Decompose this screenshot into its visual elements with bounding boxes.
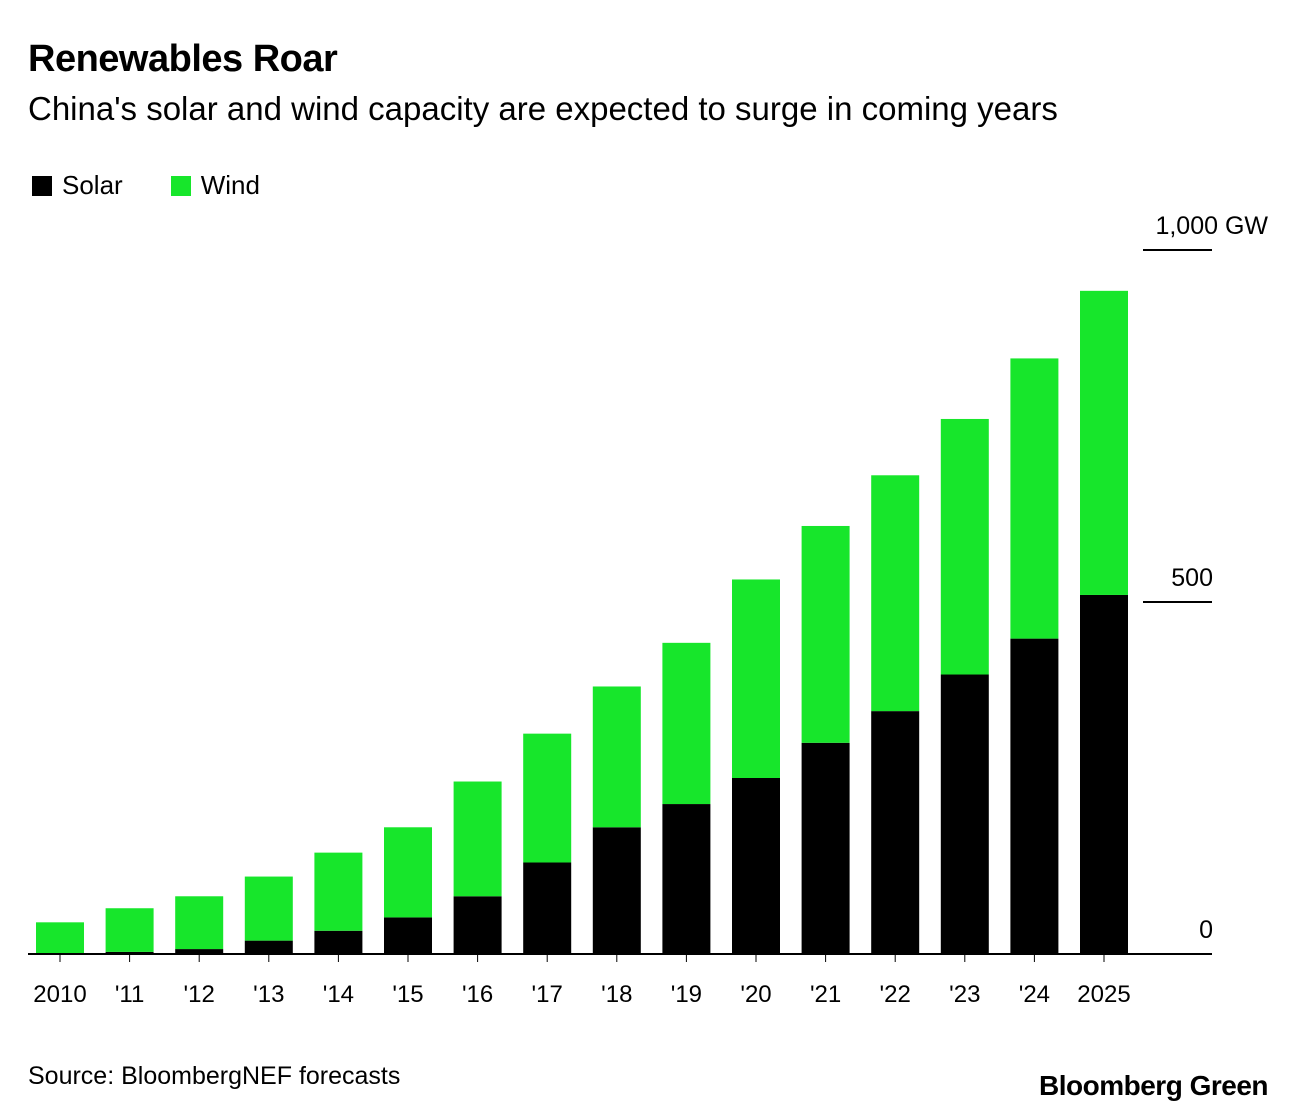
x-tick-label-4: '14: [323, 981, 354, 1008]
bar-solar-12: [871, 711, 920, 954]
bar-wind-14: [1010, 358, 1059, 639]
y-tick-label-0: 1,000 GW: [1155, 212, 1268, 240]
y-tick-label-2: 0: [1199, 916, 1213, 944]
bar-wind-2: [175, 896, 224, 950]
bar-wind-4: [314, 852, 363, 931]
bar-wind-11: [801, 525, 850, 743]
bar-wind-5: [384, 827, 432, 918]
bar-solar-4: [314, 930, 363, 954]
x-tick-label-7: '17: [532, 981, 563, 1008]
bar-solar-14: [1010, 638, 1059, 954]
bar-solar-8: [592, 827, 641, 954]
x-tick-label-13: '23: [949, 981, 980, 1008]
legend-label-solar: Solar: [62, 170, 123, 200]
bar-solar-6: [453, 896, 502, 954]
bar-solar-10: [732, 778, 780, 954]
legend: Solar Wind: [32, 170, 308, 201]
bar-wind-10: [732, 579, 780, 778]
bar-solar-15: [1080, 594, 1128, 954]
bar-solar-13: [940, 674, 989, 954]
legend-item-solar: Solar: [32, 170, 123, 201]
y-tick-label-1: 500: [1171, 564, 1213, 592]
stacked-bar-chart: 2010 '11 '12 '13 '14 '15 '16 '17 '18 '19 '20 '21 '22…: [28, 212, 1268, 1008]
bar-solar-3: [244, 940, 293, 954]
bar-wind-0: [36, 922, 84, 954]
legend-label-wind: Wind: [200, 170, 260, 200]
x-tick-label-10: '20: [740, 981, 771, 1008]
bar-wind-3: [244, 876, 293, 941]
bar-wind-13: [940, 418, 989, 675]
x-tick-label-0: 2010: [33, 981, 86, 1008]
x-tick-label-3: '13: [253, 981, 284, 1008]
legend-swatch-wind: [170, 175, 191, 196]
x-tick-label-15: 2025: [1077, 981, 1130, 1008]
x-tick-label-11: '21: [810, 981, 841, 1008]
brand-logo: Bloomberg Green: [1039, 1070, 1268, 1101]
bar-wind-9: [662, 642, 711, 805]
x-tick-label-12: '22: [880, 981, 911, 1008]
x-tick-label-2: '12: [184, 981, 215, 1008]
bar-wind-15: [1080, 290, 1128, 595]
chart-subtitle: China's solar and wind capacity are expe…: [28, 90, 1058, 127]
bar-solar-1: [105, 951, 154, 954]
bar-wind-12: [871, 475, 920, 712]
bar-wind-6: [453, 781, 502, 897]
bar-wind-8: [592, 686, 641, 828]
bar-solar-9: [662, 804, 711, 954]
bar-solar-11: [801, 742, 850, 954]
x-tick-label-8: '18: [601, 981, 632, 1008]
bar-solar-2: [175, 949, 224, 954]
x-tick-label-6: '16: [462, 981, 493, 1008]
x-tick-label-14: '24: [1019, 981, 1050, 1008]
bar-wind-7: [523, 733, 572, 863]
source-note: Source: BloombergNEF forecasts: [28, 1062, 401, 1090]
legend-swatch-solar: [32, 175, 52, 196]
bar-solar-5: [384, 917, 432, 954]
bar-solar-7: [523, 862, 572, 954]
x-tick-label-5: '15: [392, 981, 423, 1008]
x-tick-label-1: '11: [115, 981, 145, 1008]
legend-item-wind: Wind: [170, 170, 260, 201]
bar-wind-1: [105, 908, 154, 952]
chart-title: Renewables Roar: [28, 38, 338, 80]
x-tick-label-9: '19: [671, 981, 702, 1008]
